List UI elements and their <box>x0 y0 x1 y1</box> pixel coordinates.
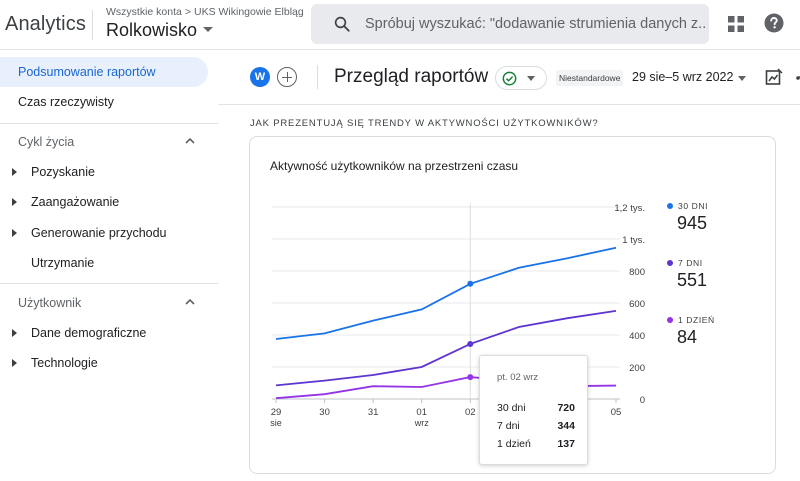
comparison-avatar[interactable]: W <box>250 67 270 87</box>
x-tick-sublabel: sie <box>270 418 282 428</box>
section-title: JAK PREZENTUJĄ SIĘ TRENDY W AKTYWNOŚCI U… <box>250 118 598 129</box>
chevron-up-icon <box>184 297 196 307</box>
tooltip-row: 1 dzień 137 <box>497 438 575 452</box>
y-tick-label: 600 <box>629 299 645 310</box>
check-circle-icon <box>502 71 517 86</box>
x-tick-label: 30 <box>319 407 330 418</box>
highlight-point <box>467 374 473 380</box>
divider <box>92 10 93 40</box>
legend-item-7-days: 7 DNI 551 <box>667 258 707 291</box>
legend-dot <box>667 203 673 209</box>
sidebar-section-label: Cykl życia <box>18 135 74 149</box>
tooltip-series-name: 30 dni <box>497 402 526 414</box>
legend-item-1-day: 1 DZIEŃ 84 <box>667 315 715 348</box>
search-box[interactable] <box>311 4 709 44</box>
tooltip-row: 7 dni 344 <box>497 420 575 434</box>
sidebar-item-label: Generowanie przychodu <box>31 226 167 240</box>
legend-item-30-days: 30 DNI 945 <box>667 201 708 234</box>
chart-tooltip: pt. 02 wrz 30 dni 720 7 dni 344 1 dzień 137 <box>479 355 588 465</box>
sidebar-item-label: Zaangażowanie <box>31 195 119 209</box>
sidebar-item-label: Czas rzeczywisty <box>18 95 114 109</box>
tooltip-series-name: 7 dni <box>497 420 520 432</box>
sidebar-item-label: Podsumowanie raportów <box>18 65 156 79</box>
legend-value: 84 <box>677 327 715 348</box>
caret-down-icon <box>527 76 535 81</box>
tooltip-date: pt. 02 wrz <box>497 372 538 383</box>
y-tick-label: 1,2 tys. <box>614 203 645 214</box>
expand-arrow-icon <box>12 359 17 367</box>
expand-arrow-icon <box>12 329 17 337</box>
breadcrumb[interactable]: Wszystkie konta > UKS Wikingowie Elbląg <box>106 6 304 18</box>
y-tick-label: 800 <box>629 267 645 278</box>
sidebar-item-label: Technologie <box>31 356 98 370</box>
legend-value: 551 <box>677 270 707 291</box>
tooltip-series-value: 344 <box>557 420 575 432</box>
x-tick-label: 31 <box>368 407 379 418</box>
sidebar-item-label: Dane demograficzne <box>31 326 146 340</box>
highlight-point <box>467 281 473 287</box>
legend-label: 1 DZIEŃ <box>667 315 715 325</box>
add-comparison-icon[interactable] <box>277 67 297 87</box>
x-tick-label: 01 <box>416 407 427 418</box>
tooltip-series-name: 1 dzień <box>497 438 531 450</box>
y-tick-label: 400 <box>629 331 645 342</box>
divider <box>0 283 218 284</box>
sidebar-section-label: Użytkownik <box>18 296 81 310</box>
x-tick-label: 29 <box>271 407 282 418</box>
page-title: Przegląd raportów <box>334 66 488 88</box>
property-name: Rolkowisko <box>106 20 197 40</box>
search-icon <box>333 15 351 33</box>
tooltip-series-value: 720 <box>557 402 575 414</box>
help-icon[interactable] <box>764 13 784 33</box>
customize-report-icon[interactable] <box>765 68 783 86</box>
tooltip-series-value: 137 <box>557 438 575 450</box>
expand-arrow-icon <box>12 168 17 176</box>
x-tick-sublabel: wrz <box>414 418 429 428</box>
x-tick-label: 05 <box>611 407 622 418</box>
legend-label: 7 DNI <box>667 258 707 268</box>
caret-down-icon[interactable] <box>738 76 746 81</box>
legend-label: 30 DNI <box>667 201 708 211</box>
expand-arrow-icon <box>12 229 17 237</box>
legend-value: 945 <box>677 213 708 234</box>
breadcrumb-account[interactable]: UKS Wikingowie Elbląg <box>194 6 304 18</box>
sidebar-section-lifecycle[interactable]: Cykl życia <box>0 127 210 157</box>
sidebar-item-label: Utrzymanie <box>31 256 94 270</box>
legend-dot <box>667 260 673 266</box>
y-tick-label: 0 <box>640 395 645 406</box>
divider <box>0 123 218 124</box>
chevron-up-icon <box>184 136 196 146</box>
y-tick-label: 200 <box>629 363 645 374</box>
highlight-point <box>467 341 473 347</box>
breadcrumb-separator: > <box>185 6 191 18</box>
expand-arrow-icon <box>12 198 17 206</box>
report-header: W Przegląd raportów Niestandardowe 29 si… <box>218 51 800 105</box>
property-selector[interactable]: Rolkowisko <box>106 20 213 41</box>
apps-grid-icon[interactable] <box>727 15 745 33</box>
breadcrumb-all-accounts[interactable]: Wszystkie konta <box>106 6 182 18</box>
search-input[interactable] <box>365 4 705 44</box>
legend-label-text: 7 DNI <box>678 258 703 268</box>
sidebar-item-reports-summary[interactable]: Podsumowanie raportów <box>0 57 208 87</box>
x-tick-label: 02 <box>465 407 476 418</box>
report-status-dropdown[interactable] <box>495 66 547 90</box>
share-icon[interactable] <box>794 70 800 86</box>
date-preset-label: Niestandardowe <box>556 70 623 86</box>
divider <box>317 65 318 89</box>
tooltip-row: 30 dni 720 <box>497 402 575 416</box>
sidebar: Podsumowanie raportów Czas rzeczywisty C… <box>0 51 218 481</box>
legend-label-text: 30 DNI <box>678 201 708 211</box>
user-activity-card: Aktywność użytkowników na przestrzeni cz… <box>249 136 776 474</box>
caret-down-icon <box>203 27 213 32</box>
legend-dot <box>667 317 673 323</box>
top-bar: Analytics Wszystkie konta > UKS Wikingowie… <box>0 0 800 50</box>
sidebar-section-user[interactable]: Użytkownik <box>0 288 210 318</box>
app-name[interactable]: Analytics <box>5 13 86 36</box>
date-range-picker[interactable]: 29 sie–5 wrz 2022 <box>632 70 733 84</box>
series-line <box>276 248 616 339</box>
legend-label-text: 1 DZIEŃ <box>678 315 715 325</box>
y-tick-label: 1 tys. <box>622 235 645 246</box>
sidebar-item-label: Pozyskanie <box>31 165 95 179</box>
